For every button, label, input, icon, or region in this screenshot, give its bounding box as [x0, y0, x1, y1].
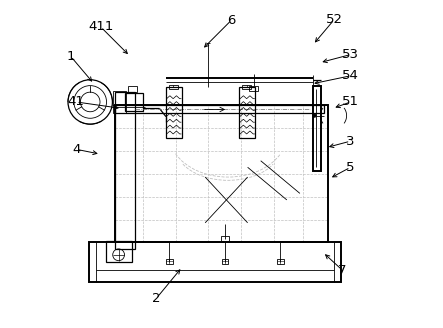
Bar	[89, 242, 341, 281]
Bar	[115, 92, 135, 249]
Text: 54: 54	[342, 69, 359, 82]
Text: 51: 51	[342, 95, 359, 109]
Bar	[115, 105, 324, 113]
Text: 3: 3	[346, 134, 355, 148]
Bar	[128, 86, 136, 92]
Bar	[277, 259, 284, 264]
Text: 2: 2	[152, 292, 160, 305]
Text: 411: 411	[88, 20, 113, 33]
Bar	[115, 105, 328, 242]
Text: 1: 1	[66, 50, 75, 63]
Bar	[240, 87, 255, 138]
Text: 7: 7	[338, 264, 346, 277]
Text: 6: 6	[227, 14, 236, 27]
Circle shape	[313, 114, 316, 117]
Text: 41: 41	[68, 95, 85, 109]
Bar	[222, 259, 228, 264]
Text: 53: 53	[342, 48, 359, 61]
Bar	[105, 241, 132, 262]
Bar	[113, 91, 126, 113]
Bar	[313, 86, 321, 171]
Bar	[166, 259, 172, 264]
Bar	[221, 236, 229, 242]
Text: 4: 4	[72, 143, 80, 156]
Text: 5: 5	[346, 161, 355, 174]
Bar	[242, 85, 251, 89]
Bar	[125, 93, 143, 111]
Bar	[249, 86, 258, 92]
Bar	[169, 85, 178, 89]
Text: 52: 52	[326, 13, 343, 26]
Bar	[166, 87, 182, 138]
